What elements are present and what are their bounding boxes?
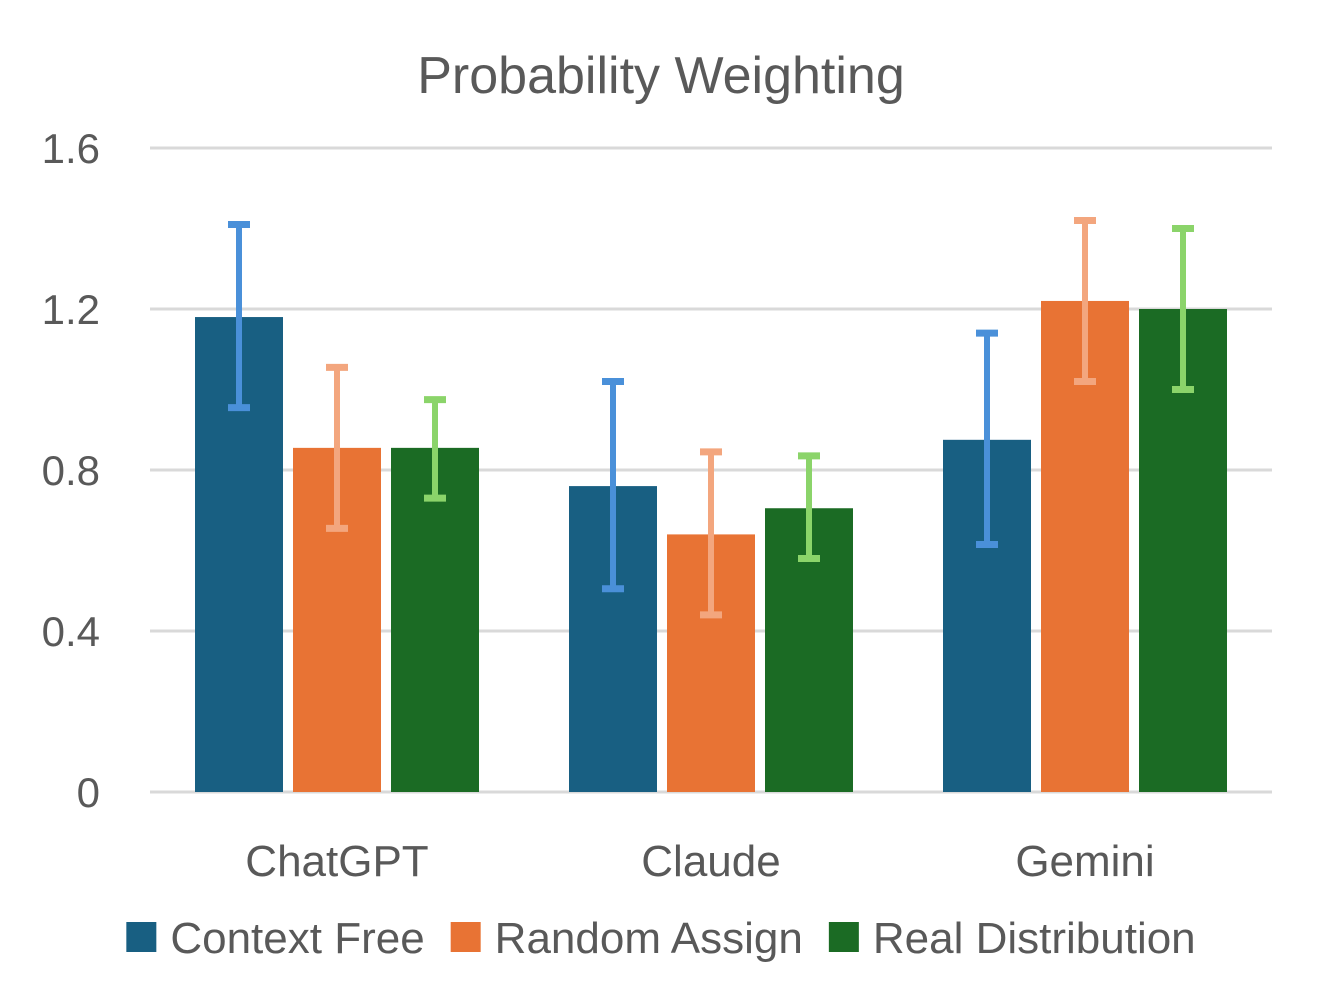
chart-title: Probability Weighting — [417, 47, 905, 105]
y-tick-label: 1.6 — [42, 125, 100, 172]
x-tick-label: Claude — [641, 837, 780, 886]
legend-item: Context Free — [126, 914, 425, 963]
legend: Context Free Random Assign Real Distributi… — [126, 914, 1196, 963]
error-bar — [798, 452, 820, 563]
error-bar — [1172, 225, 1194, 393]
error-bars — [228, 216, 1194, 619]
error-bar — [424, 396, 446, 502]
error-bar — [1074, 216, 1096, 385]
y-axis-ticks: 0 0.4 0.8 1.2 1.6 — [42, 125, 100, 816]
legend-item: Real Distribution — [828, 914, 1196, 963]
error-bar — [228, 220, 250, 412]
legend-swatch — [126, 922, 157, 952]
legend-item: Random Assign — [450, 914, 803, 963]
error-bar — [700, 448, 722, 619]
y-tick-label: 0.8 — [42, 447, 100, 494]
legend-label: Random Assign — [495, 914, 803, 963]
error-bar — [602, 377, 624, 593]
legend-swatch — [828, 922, 859, 952]
error-bar — [976, 329, 998, 548]
x-tick-label: Gemini — [1015, 837, 1154, 886]
y-tick-label: 0 — [77, 769, 100, 816]
y-tick-label: 0.4 — [42, 608, 100, 655]
legend-swatch — [450, 922, 481, 952]
legend-label: Real Distribution — [873, 914, 1196, 963]
bars — [195, 300, 1227, 792]
bar-real-distribution-chatgpt — [391, 447, 479, 792]
error-bar — [326, 363, 348, 532]
y-tick-label: 1.2 — [42, 286, 100, 333]
x-tick-label: ChatGPT — [245, 837, 428, 886]
x-axis-ticks: ChatGPT Claude Gemini — [245, 837, 1154, 886]
legend-label: Context Free — [170, 914, 424, 963]
